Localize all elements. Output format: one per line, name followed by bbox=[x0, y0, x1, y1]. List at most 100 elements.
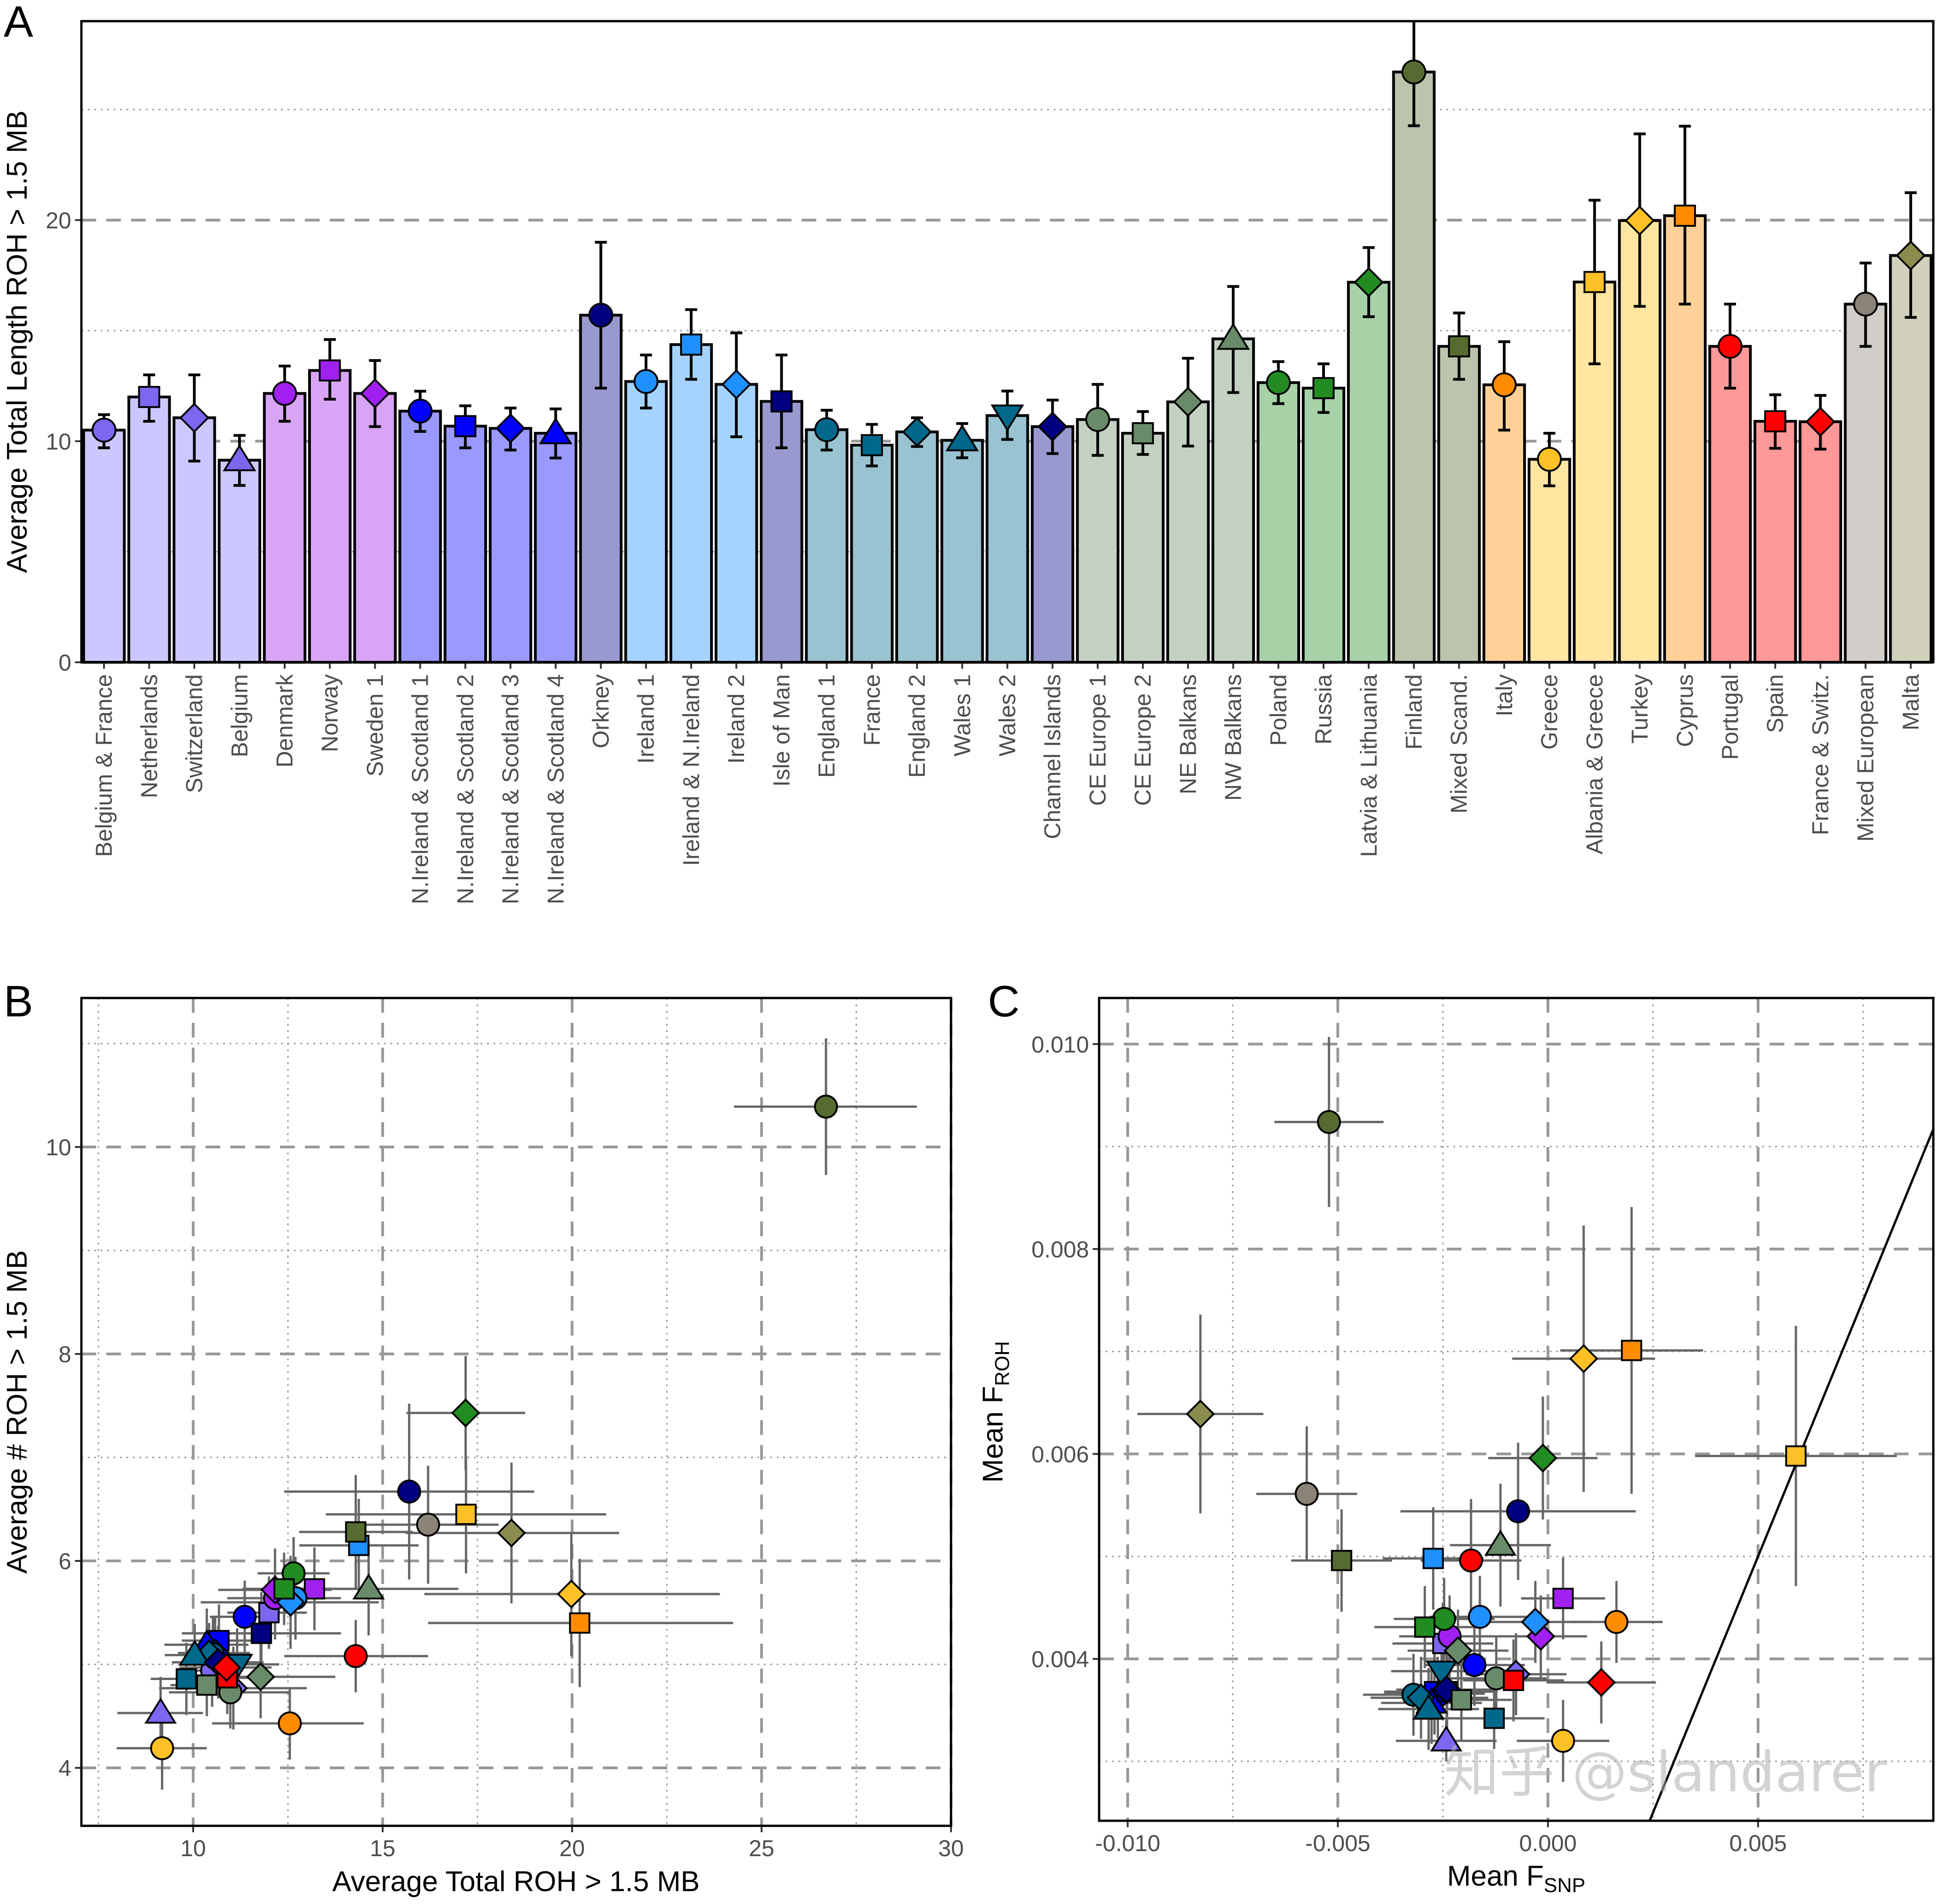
point-marker bbox=[233, 1605, 257, 1629]
point-marker bbox=[176, 1668, 197, 1690]
bar bbox=[308, 369, 352, 664]
point-marker bbox=[1587, 1668, 1616, 1697]
bar bbox=[805, 428, 848, 664]
panel-c-x-axis-title-subscript: SNP bbox=[1544, 1874, 1585, 1897]
point-marker bbox=[1443, 1636, 1473, 1665]
bar bbox=[1031, 425, 1074, 664]
point-marker bbox=[1569, 1344, 1599, 1373]
panel-b-y-axis-title: Average # ROH > 1.5 MB bbox=[1, 1250, 33, 1574]
point-marker bbox=[1718, 334, 1743, 359]
x-tick-label: Belgium & France bbox=[91, 674, 117, 857]
x-tick-label: Ireland & N.Ireland bbox=[678, 674, 704, 866]
point-marker bbox=[860, 434, 883, 456]
point-marker bbox=[1502, 1669, 1524, 1691]
x-tick-label: Channel Islands bbox=[1040, 674, 1066, 839]
point-marker bbox=[1186, 1399, 1215, 1429]
point-marker bbox=[1425, 1660, 1458, 1687]
panel-b-scatter-plot: 10 15 20 25 30 4 6 8 10 bbox=[46, 997, 964, 1861]
point-marker bbox=[1414, 1616, 1436, 1638]
x-tick-label: -0.005 bbox=[1305, 1830, 1370, 1856]
x-tick-label: Russia bbox=[1311, 674, 1336, 745]
point-marker bbox=[814, 417, 839, 442]
plot-border bbox=[80, 20, 1935, 664]
x-tick-label: 0.000 bbox=[1519, 1830, 1576, 1856]
point-marker bbox=[179, 402, 210, 433]
y-tick-label: 8 bbox=[58, 1342, 71, 1367]
point-marker bbox=[360, 378, 390, 409]
panel-c-x-axis-title: Mean FSNP bbox=[1447, 1860, 1586, 1897]
point-marker bbox=[495, 413, 526, 444]
point-marker bbox=[680, 333, 702, 356]
bar bbox=[534, 432, 578, 664]
point-marker bbox=[1462, 1653, 1487, 1677]
point-marker bbox=[1432, 1675, 1461, 1704]
x-tick-label: Mixed Scand. bbox=[1446, 674, 1472, 814]
point-marker bbox=[1312, 377, 1335, 399]
point-marker bbox=[1432, 1607, 1456, 1631]
x-tick-label: NE Balkans bbox=[1175, 674, 1201, 794]
bar bbox=[1392, 70, 1436, 664]
point-marker bbox=[1673, 205, 1696, 227]
point-marker bbox=[497, 1518, 526, 1548]
bar bbox=[1754, 420, 1797, 664]
point-marker bbox=[569, 1612, 590, 1634]
point-marker bbox=[1764, 410, 1787, 433]
bar bbox=[218, 459, 261, 664]
point-marker bbox=[251, 1623, 272, 1644]
point-marker bbox=[1604, 1610, 1628, 1634]
point-marker bbox=[345, 1521, 367, 1543]
bar bbox=[624, 380, 668, 664]
panel-b-x-axis-title: Average Total ROH > 1.5 MB bbox=[332, 1866, 700, 1898]
panel-a-bar-chart: Belgium & France Netherlands Switzerland Be… bbox=[46, 20, 1935, 904]
point-marker bbox=[150, 1736, 174, 1761]
point-marker bbox=[1430, 1725, 1462, 1752]
point-marker bbox=[814, 1095, 838, 1119]
point-marker bbox=[223, 444, 257, 471]
x-tick-label: 10 bbox=[180, 1835, 206, 1861]
point-marker bbox=[352, 1573, 385, 1600]
bar bbox=[353, 392, 397, 664]
y-tick-label: 20 bbox=[46, 208, 71, 234]
point-marker bbox=[138, 386, 160, 408]
point-marker bbox=[991, 404, 1024, 432]
bar bbox=[850, 443, 894, 664]
bar bbox=[443, 424, 487, 664]
bar bbox=[1799, 420, 1842, 664]
point-marker bbox=[304, 1578, 325, 1600]
x-tick-label: Greece bbox=[1536, 674, 1562, 750]
point-marker bbox=[1853, 292, 1878, 317]
x-tick-label: Wales 1 bbox=[949, 674, 975, 757]
x-tick-label: 15 bbox=[370, 1835, 395, 1861]
point-marker bbox=[588, 303, 613, 328]
x-tick-label: England 2 bbox=[904, 674, 930, 778]
x-tick-label: Belgium bbox=[227, 674, 252, 757]
x-tick-label: France & Switz. bbox=[1807, 674, 1833, 835]
x-tick-label: N.Ireland & Scotland 3 bbox=[498, 674, 523, 904]
panel-c-y-axis-title: Mean FROH bbox=[977, 1341, 1014, 1483]
point-marker bbox=[1266, 370, 1291, 395]
x-tick-label: N.Ireland & Scotland 4 bbox=[543, 674, 568, 904]
point-marker bbox=[556, 1579, 586, 1609]
panel-c-x-axis-title-main: Mean F bbox=[1447, 1860, 1544, 1892]
y-tick-label: 0.006 bbox=[1032, 1441, 1089, 1467]
y-tick-label: 6 bbox=[58, 1548, 71, 1574]
point-marker bbox=[1551, 1729, 1575, 1753]
point-marker bbox=[278, 1711, 302, 1736]
point-marker bbox=[1173, 386, 1203, 417]
point-marker bbox=[1537, 447, 1562, 472]
x-tick-label: Mixed European bbox=[1853, 674, 1879, 842]
x-tick-label: -0.010 bbox=[1095, 1830, 1160, 1856]
bar bbox=[127, 396, 171, 664]
panel-label-c: C bbox=[988, 977, 1020, 1026]
point-marker bbox=[246, 1662, 275, 1692]
x-tick-label: Malta bbox=[1898, 674, 1924, 730]
point-marker bbox=[1491, 372, 1517, 397]
watermark: 知乎 @slandarer bbox=[1444, 1741, 1887, 1805]
bar bbox=[895, 430, 939, 664]
x-tick-label: Switzerland bbox=[182, 674, 207, 793]
point-marker bbox=[212, 1653, 241, 1682]
bar bbox=[82, 429, 126, 664]
x-tick-label: England 1 bbox=[814, 674, 840, 778]
point-marker bbox=[1805, 407, 1836, 437]
